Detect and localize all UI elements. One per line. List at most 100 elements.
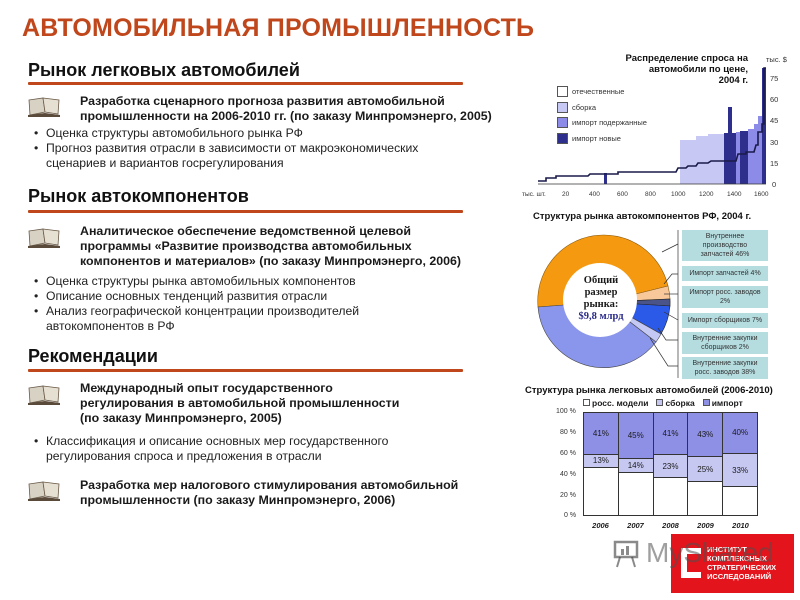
section-heading-autocomponents: Рынок автокомпонентов bbox=[28, 186, 249, 206]
x-tick: 600 bbox=[617, 191, 628, 198]
x-tick: 800 bbox=[645, 191, 656, 198]
bar-segment-import: 40% bbox=[723, 413, 757, 454]
x-tick: 2007 bbox=[627, 521, 644, 530]
bar-segment-assembly: 25% bbox=[688, 456, 723, 483]
project-title: Разработка мер налогового стимулирования… bbox=[80, 478, 458, 508]
bar-2007: 45% 14% bbox=[618, 413, 654, 515]
legend-item: импорт новые bbox=[557, 131, 647, 147]
x-tick: 2008 bbox=[662, 521, 679, 530]
x-tick: 2006 bbox=[592, 521, 609, 530]
bar-2010: 40% 33% bbox=[723, 413, 757, 515]
bar-segment-russian bbox=[653, 478, 688, 515]
pie-label-domestic-parts: Внутреннее производство запчастей 46% bbox=[682, 230, 768, 261]
bullet-item: Классификация и описание основных мер го… bbox=[34, 434, 388, 464]
bar-segment-russian bbox=[584, 468, 618, 515]
pie-label-russian-plants-import: Импорт росс. заводов 2% bbox=[682, 286, 768, 308]
bar-segment-russian bbox=[723, 487, 757, 515]
x-tick: 400 bbox=[589, 191, 600, 198]
book-icon bbox=[28, 481, 60, 501]
pie-label-assemblers-import: Импорт сборщиков 7% bbox=[682, 313, 768, 328]
area-segments bbox=[604, 68, 766, 184]
bar-segment-russian bbox=[688, 482, 723, 515]
bullet-item: Описание основных тенденций развития отр… bbox=[34, 289, 359, 304]
bullet-list: Оценка структуры рынка автомобильных ком… bbox=[34, 274, 359, 334]
x-axis-unit: тыс. шт. bbox=[522, 191, 546, 198]
legend-item: импорт подержанные bbox=[557, 115, 647, 131]
legend-item: сборка bbox=[656, 398, 695, 408]
bar-2009: 43% 25% bbox=[688, 413, 724, 515]
x-tick: 2009 bbox=[697, 521, 714, 530]
bullet-list: Классификация и описание основных мер го… bbox=[34, 434, 388, 464]
logo-mark-icon bbox=[681, 548, 701, 578]
legend-item: сборка bbox=[557, 100, 647, 116]
project-title: Международный опыт государственного регу… bbox=[80, 381, 399, 426]
section-heading-passenger-cars: Рынок легковых автомобилей bbox=[28, 60, 300, 80]
demand-area-plot bbox=[538, 67, 766, 185]
pie-label-russian-plants-domestic: Внутренние закупки росс. заводов 38% bbox=[682, 357, 768, 379]
bar-segment-assembly: 14% bbox=[618, 458, 653, 474]
book-icon bbox=[28, 97, 60, 117]
bar-2006: 41% 13% bbox=[584, 413, 619, 515]
project-title-line: промышленности на 2006-2010 гг. (по зака… bbox=[80, 109, 492, 123]
project-title-line: Разработка мер налогового стимулирования… bbox=[80, 478, 459, 492]
legend-swatch bbox=[656, 399, 664, 406]
section-underline bbox=[28, 82, 463, 85]
project-title-line: программы «Развитие производства автомоб… bbox=[80, 239, 412, 253]
bar-segment-assembly: 13% bbox=[584, 454, 618, 469]
project-title-line: регулирования в автомобильной промышленн… bbox=[80, 396, 400, 410]
y-tick: 15 bbox=[770, 159, 779, 168]
bullet-item: Прогноз развития отрасли в зависимости о… bbox=[34, 141, 418, 171]
section-underline bbox=[28, 210, 463, 213]
chart-title: Распределение спроса на автомобили по це… bbox=[580, 53, 748, 86]
bar-segment-russian bbox=[618, 473, 653, 515]
chart-title-line: автомобили по цене, bbox=[648, 64, 748, 75]
bullet-item: Оценка структуры автомобильного рынка РФ bbox=[34, 126, 418, 141]
project-title-line: компонентов и материалов» (по заказу Мин… bbox=[80, 254, 462, 268]
bullet-item: Оценка структуры рынка автомобильных ком… bbox=[34, 274, 359, 289]
x-tick: 1400 bbox=[727, 191, 742, 198]
center-label-line: размер bbox=[584, 287, 618, 298]
y-axis-unit: тыс. $ bbox=[766, 55, 787, 64]
chart-title: Структура рынка автокомпонентов РФ, 2004… bbox=[533, 211, 752, 222]
section-heading-recommendations: Рекомендации bbox=[28, 346, 158, 366]
legend-swatch bbox=[557, 132, 568, 144]
leader-lines bbox=[650, 230, 679, 378]
x-axis-ticks: 2006 2007 2008 2009 2010 bbox=[583, 521, 758, 530]
presentation-board-icon bbox=[613, 540, 639, 568]
project-title: Разработка сценарного прогноза развития … bbox=[80, 94, 492, 124]
y-tick: 80 % bbox=[560, 429, 576, 436]
bullet-item: Анализ географической концентрации произ… bbox=[34, 304, 359, 334]
bar-segment-import: 41% bbox=[584, 413, 618, 455]
y-tick: 75 bbox=[770, 74, 779, 83]
legend-swatch bbox=[557, 117, 568, 129]
institute-logo: ИНСТИТУТ КОМПЛЕКСНЫХ СТРАТЕГИЧЕСКИХ ИССЛ… bbox=[671, 534, 794, 593]
center-label-line: Общий bbox=[583, 275, 619, 286]
legend-item: отечественные bbox=[557, 84, 647, 100]
donut-center-label: Общий размер рынка: $9,8 млрд bbox=[563, 275, 639, 323]
chart-legend: росс. модели сборка импорт bbox=[583, 398, 743, 408]
y-tick: 0 bbox=[772, 180, 777, 189]
bar-segment-import: 43% bbox=[688, 413, 723, 457]
bar-segment-assembly: 23% bbox=[653, 454, 688, 479]
legend-item: импорт bbox=[702, 398, 743, 408]
legend-swatch bbox=[557, 101, 568, 113]
pie-label-imported-parts: Импорт запчастей 4% bbox=[682, 266, 768, 281]
bullet-list: Оценка структуры автомобильного рынка РФ… bbox=[34, 126, 418, 171]
legend-item: росс. модели bbox=[583, 398, 648, 408]
chart-title-line: 2004 г. bbox=[718, 75, 748, 86]
center-label-line: рынка: bbox=[583, 299, 619, 310]
chart-title: Структура рынка легковых автомобилей (20… bbox=[525, 385, 773, 396]
x-tick: 1000 bbox=[671, 191, 686, 198]
pie-label-assemblers-domestic: Внутренние закупки сборщиков 2% bbox=[682, 332, 768, 354]
stacked-bar-plot: 41% 13% 45% 14% 41% 23% 43% 25% 40% 33% bbox=[583, 412, 758, 516]
project-title: Аналитическое обеспечение ведомственной … bbox=[80, 224, 461, 269]
chart-legend: отечественные сборка импорт подержанные … bbox=[557, 84, 647, 146]
bar-2008: 41% 23% bbox=[653, 413, 689, 515]
watermark-text: MyShared bbox=[646, 537, 774, 568]
project-title-line: Международный опыт государственного bbox=[80, 381, 333, 395]
y-tick: 0 % bbox=[564, 512, 577, 519]
y-tick: 100 % bbox=[556, 408, 576, 415]
legend-swatch bbox=[702, 399, 710, 406]
y-tick: 60 bbox=[770, 95, 779, 104]
x-tick: 20 bbox=[562, 191, 570, 198]
